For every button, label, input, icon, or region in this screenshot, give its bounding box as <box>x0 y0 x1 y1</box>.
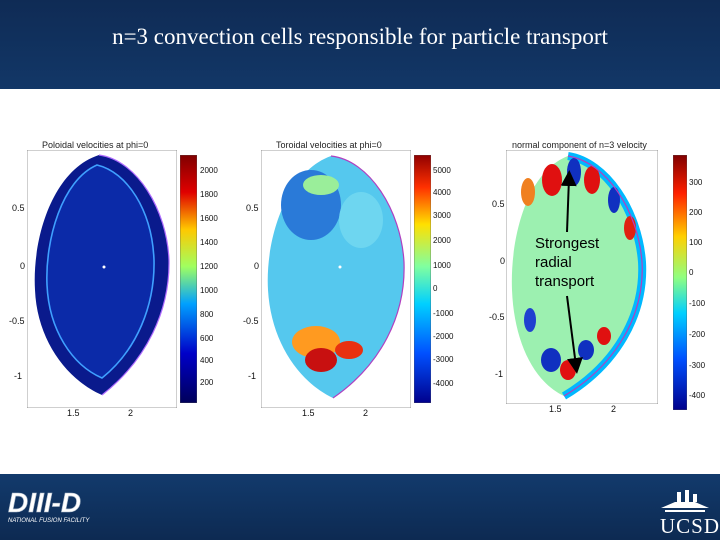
plot3-cbar-tick: -300 <box>689 361 706 370</box>
ucsd-logo <box>655 488 715 519</box>
plot2-cbar-tick: -4000 <box>433 379 454 388</box>
plot2-cbar-tick: 2000 <box>433 236 451 245</box>
plot1-xtick: 2 <box>128 408 134 418</box>
plot3-cbar-tick: 300 <box>689 178 703 187</box>
plot1-cbar-tick: 1800 <box>200 190 218 199</box>
plot3-ytick: 0 <box>500 256 506 266</box>
plot2-cbar-tick: 4000 <box>433 188 451 197</box>
plot1-cbar-tick: 1600 <box>200 214 218 223</box>
plot3-ytick: -0.5 <box>489 312 505 322</box>
plot2-xtick: 1.5 <box>302 408 315 418</box>
plot2-cbar-tick: -1000 <box>433 309 454 318</box>
plot2-ytick: 0 <box>254 261 260 271</box>
plot3-cbar-tick: 100 <box>689 238 703 247</box>
plot1-ytick: -1 <box>14 371 23 381</box>
svg-text:NATIONAL FUSION FACILITY: NATIONAL FUSION FACILITY <box>8 518 90 524</box>
annotation-line: radial <box>535 254 572 271</box>
plot3-cbar-tick: -200 <box>689 330 706 339</box>
plot3-cbar-tick: -100 <box>689 299 706 308</box>
svg-text:DIII-D: DIII-D <box>8 487 81 518</box>
plot3-normal-velocity <box>506 150 658 404</box>
plot3-cbar-tick: 0 <box>689 268 694 277</box>
plot2-cbar-tick: -3000 <box>433 355 454 364</box>
plot3-cbar-tick: 200 <box>689 208 703 217</box>
plot1-cbar-tick: 1400 <box>200 238 218 247</box>
plot2-xtick: 2 <box>363 408 369 418</box>
plot2-ytick: -0.5 <box>243 316 259 326</box>
annotation-text: Strongest radial transport <box>535 234 599 291</box>
plot3-ytick: -1 <box>495 369 504 379</box>
plot2-cbar-tick: 5000 <box>433 166 451 175</box>
plot1-cbar-tick: 800 <box>200 310 214 319</box>
footer-banner <box>0 474 720 540</box>
plot1-poloidal-velocity <box>27 150 177 408</box>
plot3-xtick: 1.5 <box>549 404 562 414</box>
plot3-cbar-tick: -400 <box>689 391 706 400</box>
plot2-cbar-tick: -2000 <box>433 332 454 341</box>
title-banner: n=3 convection cells responsible for par… <box>0 0 720 89</box>
plot2-title: Toroidal velocities at phi=0 <box>276 140 382 150</box>
plot1-xtick: 1.5 <box>67 408 80 418</box>
plot1-cbar-tick: 600 <box>200 334 214 343</box>
plot1-cbar-tick: 1200 <box>200 262 218 271</box>
annotation-line: Strongest <box>535 235 600 252</box>
plot2-ytick: 0.5 <box>246 203 259 213</box>
plot1-ytick: -0.5 <box>9 316 25 326</box>
plot1-title: Poloidal velocities at phi=0 <box>42 140 149 150</box>
plot2-ytick: -1 <box>248 371 257 381</box>
plot2-cbar-tick: 0 <box>433 284 438 293</box>
plot1-ytick: 0.5 <box>12 203 25 213</box>
plot3-ytick: 0.5 <box>492 199 505 209</box>
diii-d-logo: DIII-D NATIONAL FUSION FACILITY <box>6 484 116 531</box>
plot1-cbar-tick: 2000 <box>200 166 218 175</box>
plot1-cbar-tick: 1000 <box>200 286 218 295</box>
plot1-cbar-tick: 400 <box>200 356 214 365</box>
plot2-cbar-tick: 1000 <box>433 261 451 270</box>
annotation-line: transport <box>535 273 595 290</box>
slide-title: n=3 convection cells responsible for par… <box>112 24 608 49</box>
plot3-title: normal component of n=3 velocity <box>512 140 647 150</box>
plot1-cbar-tick: 200 <box>200 378 214 387</box>
plot1-ytick: 0 <box>20 261 26 271</box>
plot2-toroidal-velocity <box>261 150 411 408</box>
plot2-cbar-tick: 3000 <box>433 211 451 220</box>
ucsd-wordmark: UCSD <box>660 514 720 538</box>
plot3-xtick: 2 <box>611 404 617 414</box>
